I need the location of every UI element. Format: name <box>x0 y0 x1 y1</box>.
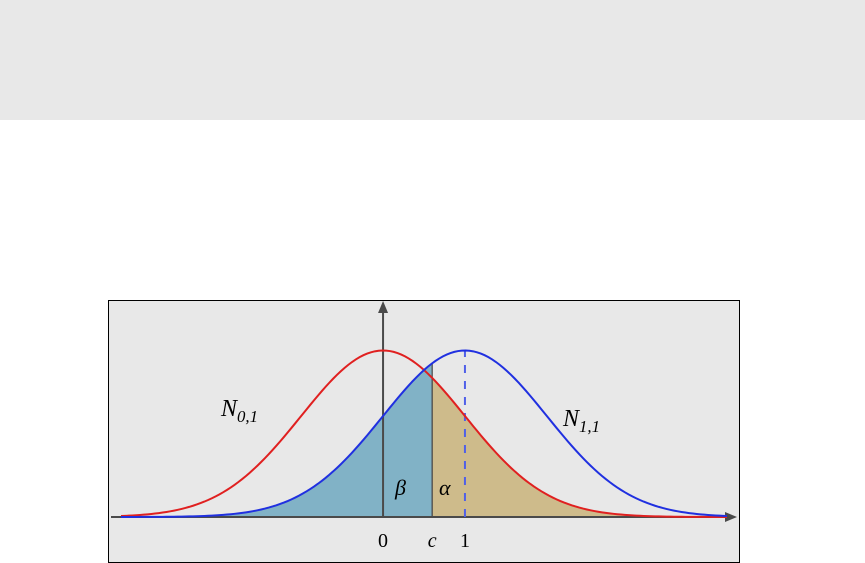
label-n11-sub: 1,1 <box>579 417 600 436</box>
region-alpha <box>432 378 727 517</box>
chart-svg: 0 c 1 β α <box>109 301 739 562</box>
region-beta <box>121 363 432 517</box>
tick-c: c <box>428 530 437 552</box>
label-n01-sub: 0,1 <box>237 407 258 426</box>
tick-1: 1 <box>460 530 470 552</box>
distributions-chart: 0c1βα N0,1 N1,1 <box>108 300 740 563</box>
figure-container: 0c1βα N0,1 N1,1 <box>108 300 740 563</box>
top-band <box>0 0 865 120</box>
label-n01: N0,1 <box>221 396 258 427</box>
label-alpha: α <box>439 475 451 500</box>
label-n11-main: N <box>563 406 579 432</box>
y-axis-arrow <box>378 301 388 313</box>
label-beta: β <box>394 475 406 500</box>
label-n01-main: N <box>221 396 237 422</box>
tick-0: 0 <box>378 530 388 552</box>
label-n11: N1,1 <box>563 406 600 437</box>
